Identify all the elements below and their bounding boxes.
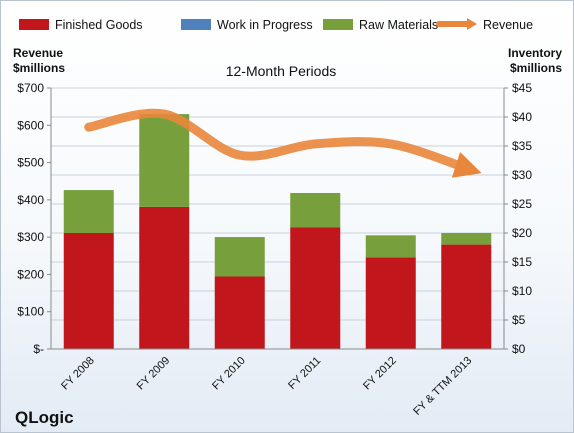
x-tick-label-fy-2012: FY 2012: [361, 355, 399, 393]
right-tick-label: $35: [512, 139, 532, 153]
legend-label-finished-goods: Finished Goods: [55, 18, 143, 32]
bar-raw-materials-fy-2012: [365, 235, 416, 258]
left-tick-label: $-: [33, 342, 44, 356]
left-axis-title-line2: $millions: [13, 61, 65, 75]
bar-raw-materials-fy-2010: [214, 237, 265, 277]
bar-finished-goods-fy-2010: [214, 276, 265, 349]
x-tick-label-fy-ttm-2013: FY & TTM 2013: [411, 355, 474, 418]
bar-finished-goods-fy-2008: [63, 233, 114, 349]
revenue-line: [84, 108, 482, 178]
legend-swatch-finished-goods: [19, 19, 49, 30]
legend-arrow-revenue: [467, 18, 477, 30]
bar-raw-materials-fy-ttm-2013: [441, 233, 492, 245]
bars: [63, 114, 492, 349]
x-tick-label-fy-2008: FY 2008: [59, 355, 97, 393]
right-axis-title-line2: $millions: [510, 61, 562, 75]
left-tick-label: $400: [17, 193, 44, 207]
right-tick-label: $0: [512, 342, 526, 356]
right-tick-label: $15: [512, 255, 532, 269]
left-tick-label: $200: [17, 267, 44, 281]
bar-raw-materials-fy-2011: [290, 192, 341, 228]
right-tick-label: $30: [512, 168, 532, 182]
right-axis-title-line1: Inventory: [508, 46, 562, 60]
right-tick-label: $5: [512, 313, 526, 327]
left-axis-title-line1: Revenue: [13, 46, 63, 60]
legend-label-raw-materials: Raw Materials: [359, 18, 438, 32]
legend-swatch-raw-materials: [323, 19, 353, 30]
left-tick-label: $700: [17, 81, 44, 95]
company-label: QLogic: [15, 408, 74, 427]
legend: Finished Goods Work in Progress Raw Materi…: [19, 18, 533, 32]
gridlines: [51, 87, 504, 321]
right-tick-label: $20: [512, 226, 532, 240]
bar-finished-goods-fy-2011: [290, 227, 341, 349]
left-tick-label: $300: [17, 230, 44, 244]
bar-raw-materials-fy-2009: [139, 114, 190, 207]
legend-swatch-work-in-progress: [181, 19, 211, 30]
x-tick-label-fy-2010: FY 2010: [210, 355, 248, 393]
bar-finished-goods-fy-2009: [139, 206, 190, 349]
bar-finished-goods-fy-2012: [365, 257, 416, 349]
right-tick-label: $25: [512, 197, 532, 211]
left-tick-label: $600: [17, 118, 44, 132]
legend-label-work-in-progress: Work in Progress: [217, 18, 313, 32]
left-tick-label: $500: [17, 156, 44, 170]
revenue-line-path: [84, 108, 482, 178]
right-tick-label: $10: [512, 284, 532, 298]
bar-raw-materials-fy-2008: [63, 190, 114, 233]
left-tick-label: $100: [17, 305, 44, 319]
right-tick-label: $40: [512, 110, 532, 124]
legend-label-revenue: Revenue: [483, 18, 533, 32]
x-tick-label-fy-2011: FY 2011: [286, 355, 323, 392]
chart-title: 12-Month Periods: [226, 63, 337, 79]
bar-finished-goods-fy-ttm-2013: [441, 244, 492, 349]
right-tick-label: $45: [512, 81, 532, 95]
x-tick-label-fy-2009: FY 2009: [135, 355, 173, 393]
